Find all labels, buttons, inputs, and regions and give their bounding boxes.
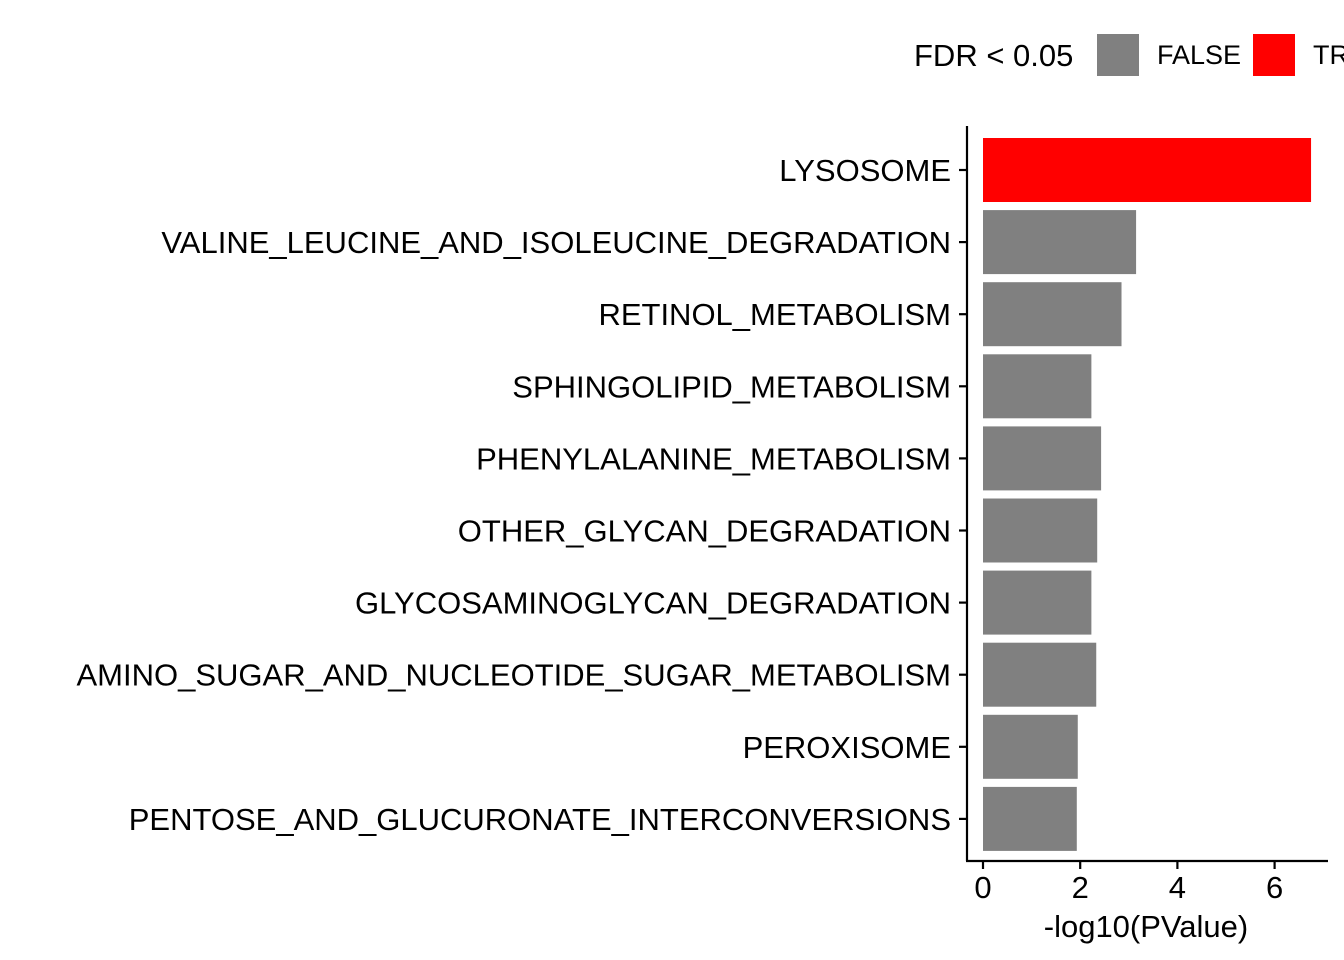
legend-key <box>1097 34 1139 76</box>
bar <box>983 210 1137 275</box>
y-tick-label: RETINOL_METABOLISM <box>598 297 951 332</box>
y-tick-label: AMINO_SUGAR_AND_NUCLEOTIDE_SUGAR_METABOL… <box>76 658 951 693</box>
bar <box>983 786 1077 851</box>
y-tick-label: SPHINGOLIPID_METABOLISM <box>512 369 951 404</box>
bars-group <box>983 138 1312 851</box>
legend-label: TRUE <box>1313 40 1344 70</box>
x-axis-title: -log10(PValue) <box>1044 909 1248 944</box>
legend: FDR < 0.05 FALSE TRUE <box>914 34 1344 76</box>
y-tick-label: OTHER_GLYCAN_DEGRADATION <box>458 514 951 549</box>
bar <box>983 498 1098 563</box>
y-tick-label: LYSOSOME <box>779 153 951 188</box>
bar <box>983 354 1092 419</box>
bar <box>983 642 1097 707</box>
x-axis: 0 2 4 6 -log10(PValue) <box>966 859 1328 944</box>
x-tick-label: 2 <box>1072 870 1089 905</box>
legend-key <box>1253 34 1295 76</box>
bar <box>983 714 1078 779</box>
x-tick-label: 6 <box>1266 870 1283 905</box>
y-tick-label: VALINE_LEUCINE_AND_ISOLEUCINE_DEGRADATIO… <box>161 225 951 260</box>
legend-title: FDR < 0.05 <box>914 38 1073 73</box>
bar <box>983 282 1122 347</box>
bar <box>983 426 1102 491</box>
bar <box>983 138 1312 202</box>
y-tick-label: PHENYLALANINE_METABOLISM <box>476 441 951 476</box>
y-tick-label: GLYCOSAMINOGLYCAN_DEGRADATION <box>355 586 951 621</box>
y-tick-label: PEROXISOME <box>743 730 951 765</box>
x-tick-label: 0 <box>974 870 991 905</box>
y-tick-label: PENTOSE_AND_GLUCURONATE_INTERCONVERSIONS <box>129 802 951 837</box>
y-axis: LYSOSOME VALINE_LEUCINE_AND_ISOLEUCINE_DE… <box>76 126 969 861</box>
legend-label: FALSE <box>1157 40 1241 70</box>
x-tick-label: 4 <box>1169 870 1186 905</box>
bar <box>983 570 1092 635</box>
